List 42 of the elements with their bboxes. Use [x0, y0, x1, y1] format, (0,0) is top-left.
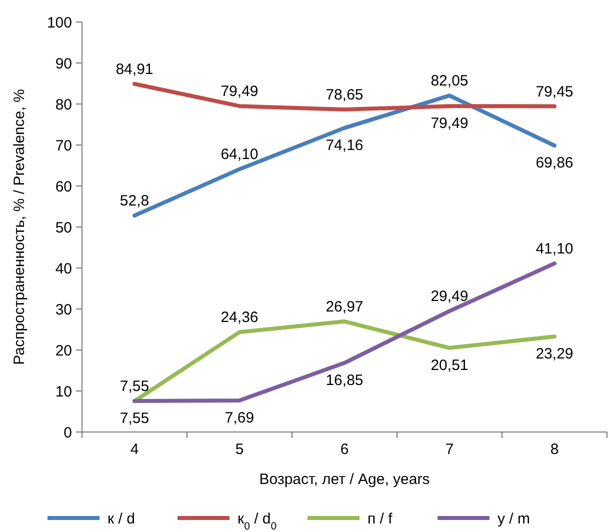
data-label: 16,85: [326, 372, 364, 389]
data-label: 7,69: [224, 409, 254, 426]
data-label: 64,10: [220, 146, 258, 164]
y-tick-label: 80: [55, 96, 72, 114]
legend-label: к$_{0}$ / d$_{0}$: [238, 510, 277, 532]
data-label: 7,55: [120, 410, 150, 428]
y-tick-label: 10: [55, 383, 72, 400]
x-tick-label: 5: [235, 441, 244, 458]
y-tick-label: 40: [55, 260, 72, 278]
legend-label: п / f: [368, 510, 394, 528]
data-label: 26,97: [326, 298, 364, 316]
data-label: 23,29: [536, 346, 574, 363]
data-label: 24,36: [220, 309, 258, 326]
x-tick-label: 8: [550, 441, 559, 458]
data-label: 79,49: [220, 83, 258, 100]
y-tick-label: 100: [46, 14, 72, 32]
y-tick-label: 70: [55, 137, 72, 154]
y-tick-label: 50: [55, 219, 72, 236]
data-label: 29,49: [430, 288, 468, 306]
data-label: 79,45: [536, 83, 574, 100]
x-tick-label: 6: [340, 441, 349, 458]
legend-label: у / m: [498, 510, 530, 528]
x-tick-label: 7: [445, 441, 454, 458]
x-axis-title: Возраст, лет / Age, years: [259, 471, 430, 488]
data-label: 52,8: [120, 192, 150, 210]
data-label: 41,10: [536, 240, 574, 258]
data-label: 7,55: [120, 378, 150, 396]
y-tick-label: 0: [64, 424, 72, 442]
x-tick-label: 4: [130, 441, 139, 458]
y-tick-label: 90: [55, 55, 72, 72]
data-label: 78,65: [326, 86, 364, 104]
data-label: 82,05: [430, 72, 468, 90]
legend-label: к / d: [108, 510, 135, 528]
data-label: 69,86: [536, 154, 574, 172]
data-label: 84,91: [116, 60, 154, 78]
data-label: 79,49: [430, 115, 468, 132]
y-tick-label: 20: [55, 342, 72, 360]
y-tick-label: 30: [55, 301, 72, 318]
y-axis-title: Распространенность, % / Prevalence, %: [11, 89, 28, 365]
data-label: 74,16: [326, 136, 364, 154]
y-tick-label: 60: [55, 178, 72, 196]
data-label: 20,51: [430, 356, 468, 374]
